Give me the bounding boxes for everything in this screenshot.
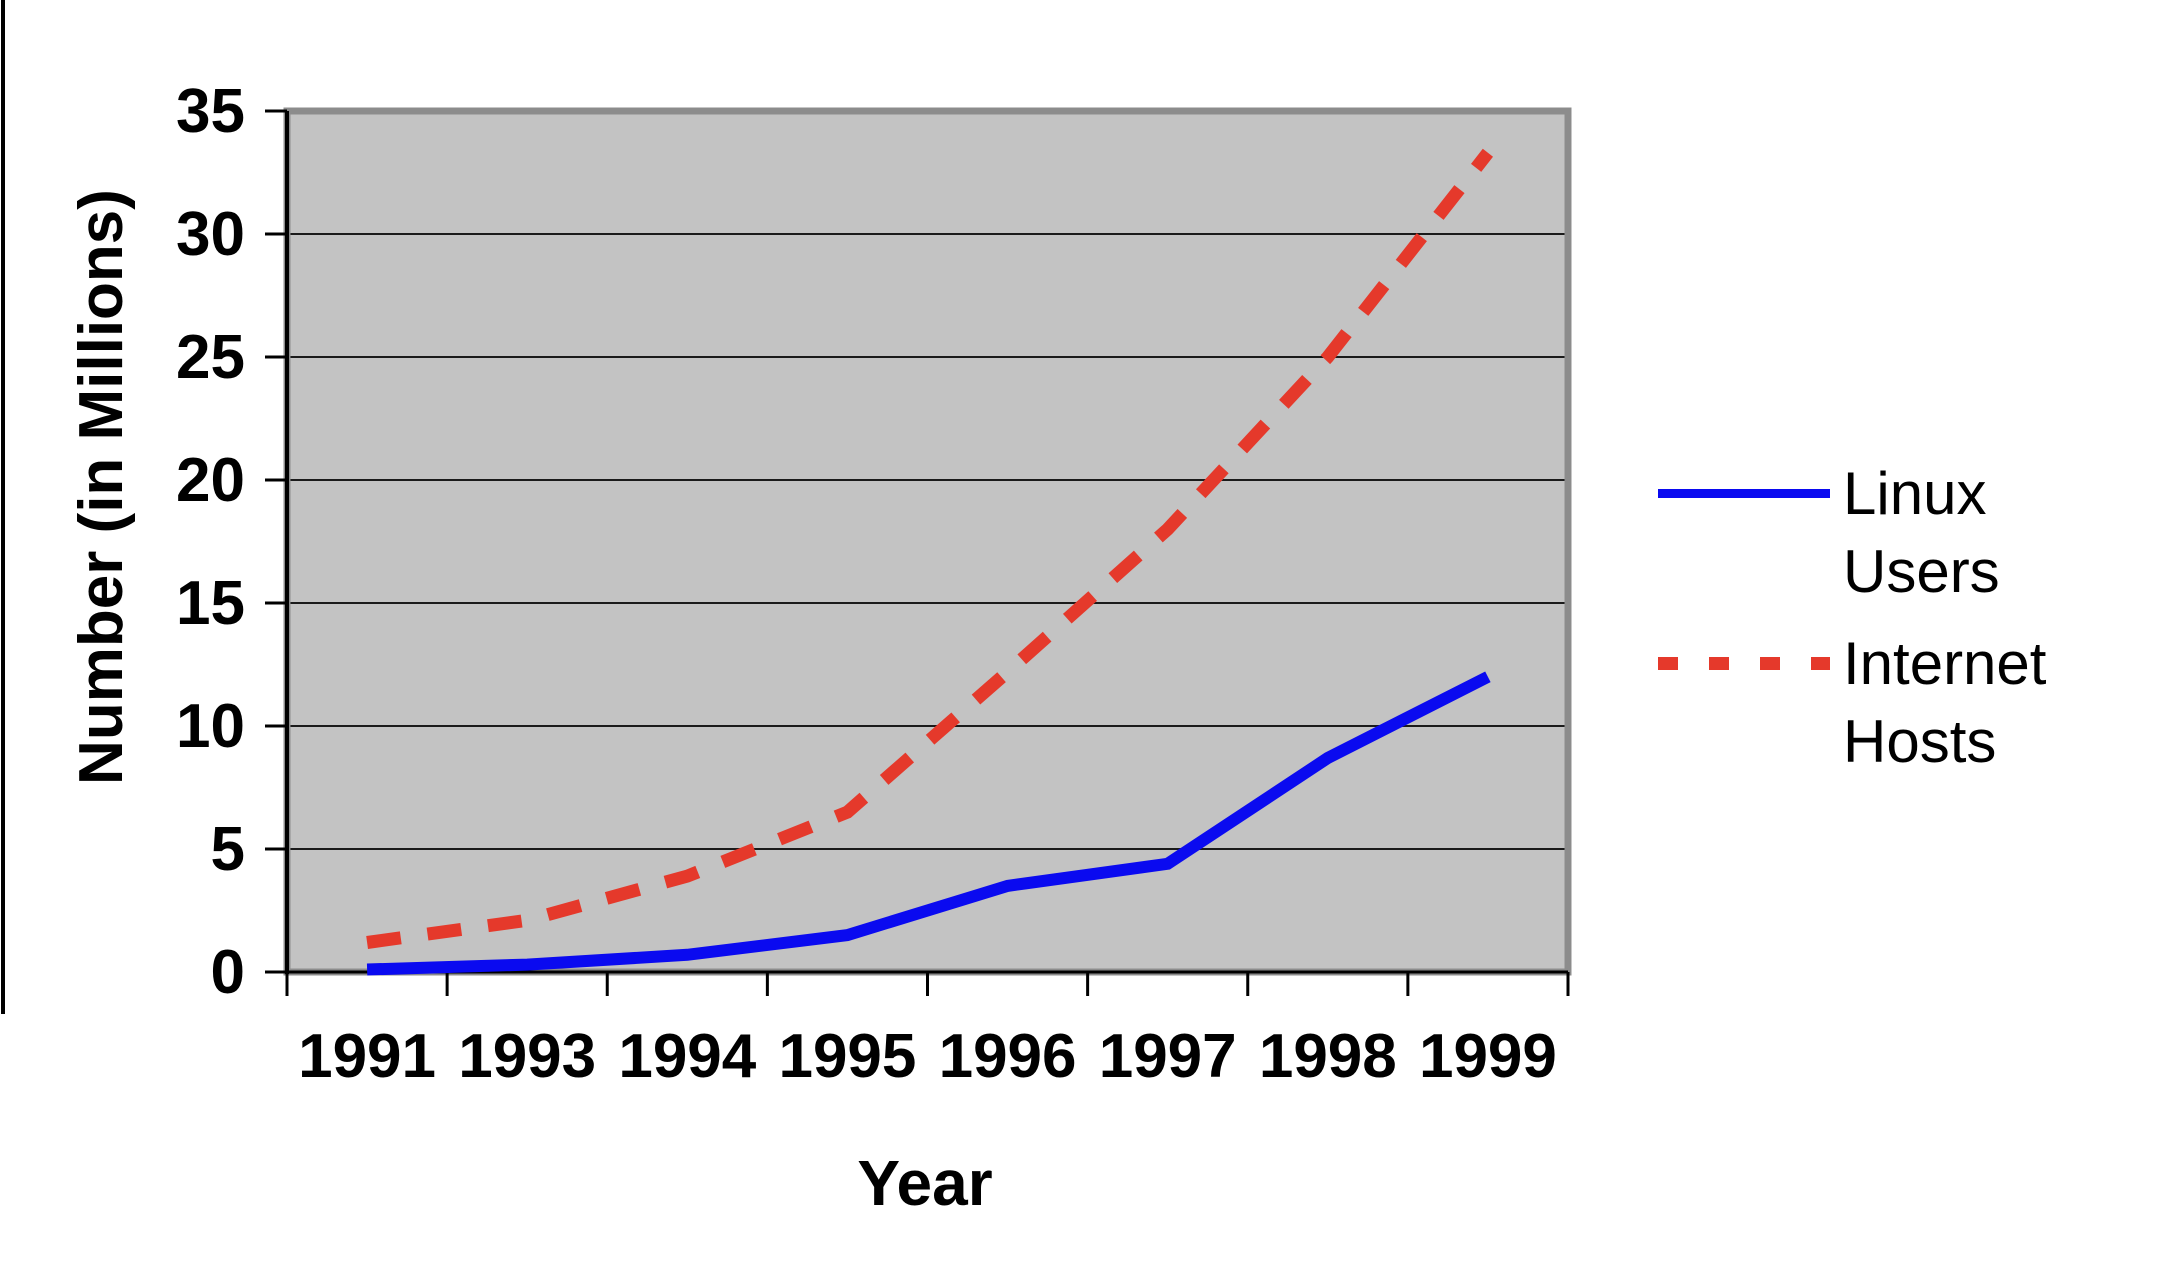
legend: Linux Users Internet Hosts <box>1658 455 2138 795</box>
x-tick-label: 1998 <box>1259 1022 1397 1091</box>
x-tick-label: 1997 <box>1099 1022 1237 1091</box>
x-tick-label: 1994 <box>618 1022 756 1091</box>
legend-item-internet-hosts: Internet Hosts <box>1658 625 2138 781</box>
y-tick-label: 10 <box>176 692 245 761</box>
y-tick-label: 20 <box>176 446 245 515</box>
legend-swatch-dashed-line <box>1658 657 1830 670</box>
x-tick-label: 1996 <box>939 1022 1077 1091</box>
y-tick-label: 35 <box>176 77 245 146</box>
legend-label: Linux Users <box>1843 460 2000 605</box>
y-tick-label: 0 <box>211 938 245 1007</box>
y-tick-label: 15 <box>176 569 245 638</box>
y-tick-label: 5 <box>211 815 245 884</box>
legend-swatch-solid-line <box>1658 489 1830 498</box>
x-tick-label: 1995 <box>778 1022 916 1091</box>
y-tick-label: 30 <box>176 200 245 269</box>
page-border-line <box>1 0 5 1014</box>
legend-item-linux-users: Linux Users <box>1658 455 2138 611</box>
x-axis-title: Year <box>857 1147 993 1219</box>
plot-background <box>287 111 1568 972</box>
series-line-linux-users <box>366 671 1491 976</box>
series-line-internet-hosts <box>366 148 1494 949</box>
y-axis-title: Number (in Millions) <box>67 189 136 785</box>
x-tick-label: 1991 <box>298 1022 436 1091</box>
x-tick-label: 1999 <box>1419 1022 1557 1091</box>
x-tick-label: 1993 <box>458 1022 596 1091</box>
legend-label: Internet Hosts <box>1843 630 2047 775</box>
y-tick-label: 25 <box>176 323 245 392</box>
